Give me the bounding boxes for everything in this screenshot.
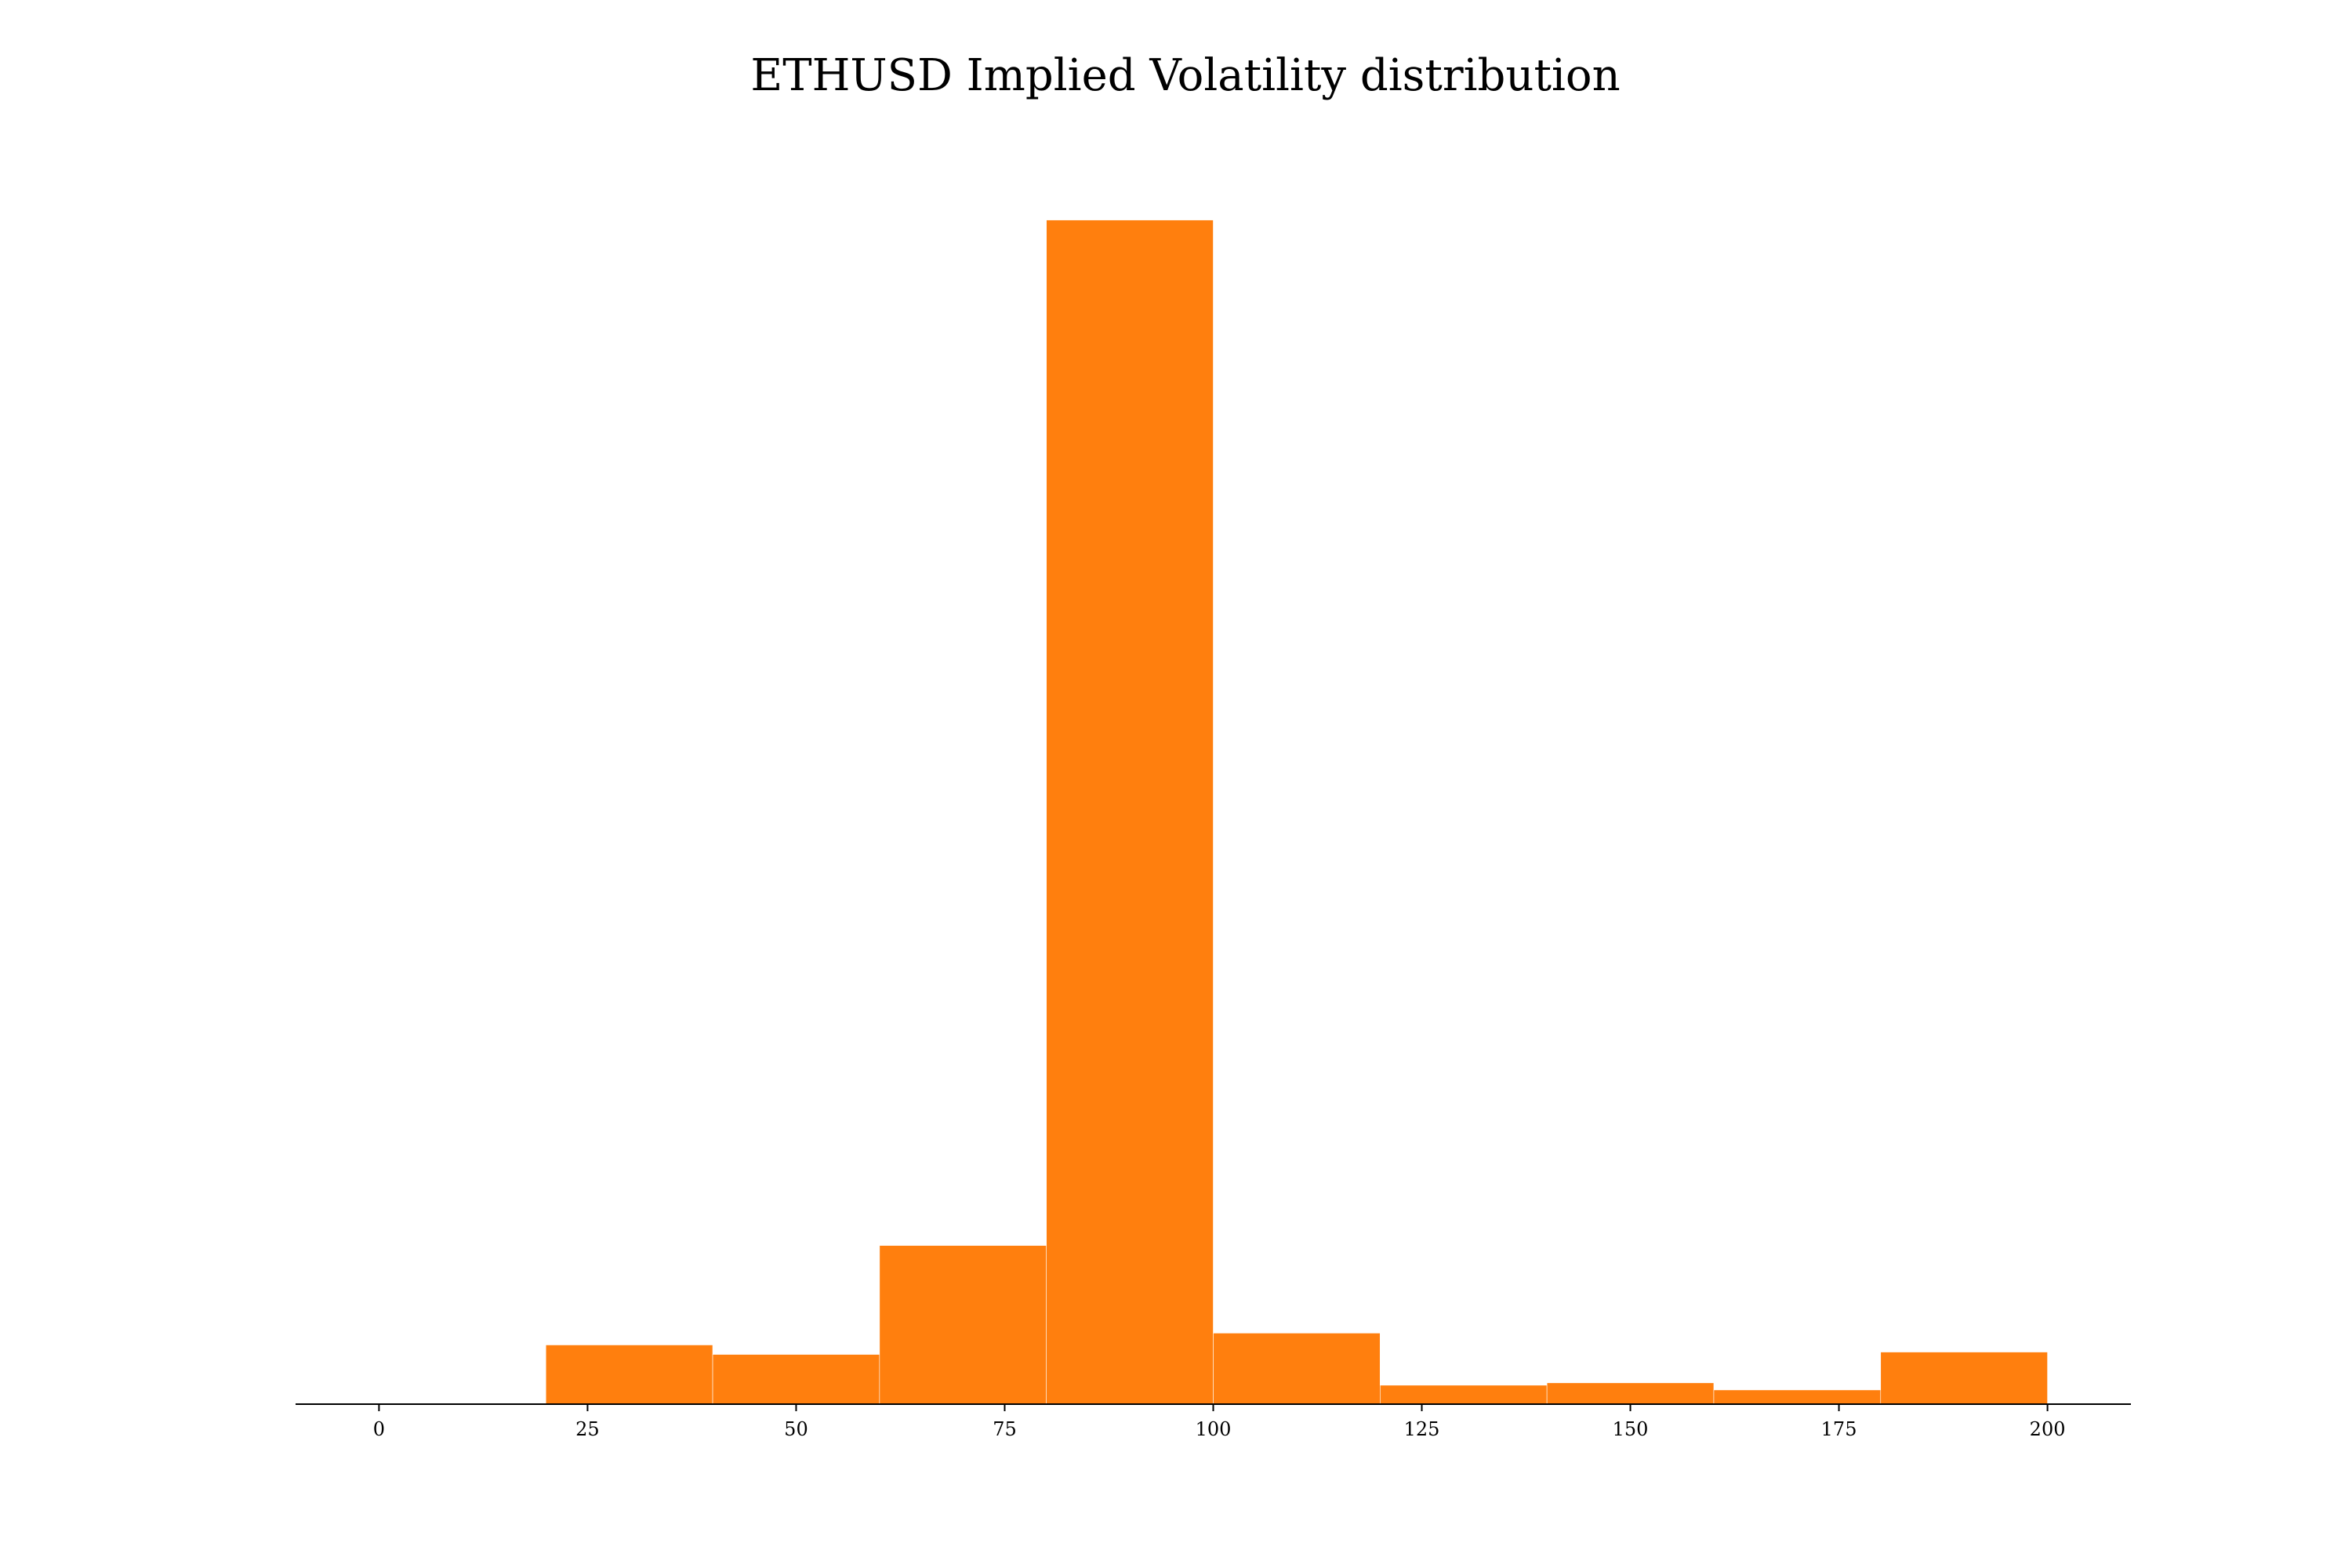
x-tick-label-50: 50: [784, 1418, 808, 1440]
histogram-bar-100-120: [1213, 1333, 1381, 1405]
x-tick-label-25: 25: [575, 1418, 600, 1440]
histogram-bar-120-140: [1380, 1385, 1548, 1405]
histogram-bar-60-80: [879, 1245, 1047, 1405]
chart-title: ETHUSD Implied Volatility distribution: [750, 50, 1620, 101]
x-ticks-group: 0 25 50 75 100 125 150 175 200: [373, 1404, 2066, 1440]
x-tick-label-175: 175: [1821, 1418, 1857, 1440]
x-tick-label-200: 200: [2030, 1418, 2066, 1440]
x-tick-label-75: 75: [993, 1418, 1017, 1440]
x-tick-label-100: 100: [1196, 1418, 1232, 1440]
histogram-bar-40-60: [712, 1354, 880, 1405]
histogram-bar-140-160: [1546, 1382, 1715, 1405]
histogram-bar-160-180: [1713, 1389, 1882, 1405]
x-tick-label-125: 125: [1404, 1418, 1440, 1440]
x-tick-label-0: 0: [373, 1418, 385, 1440]
histogram-bar-20-40: [545, 1345, 713, 1405]
histogram-bar-180-200: [1880, 1352, 2048, 1405]
histogram-bar-80-100: [1046, 220, 1214, 1405]
bars-group: [545, 220, 2048, 1405]
x-tick-label-150: 150: [1613, 1418, 1649, 1440]
